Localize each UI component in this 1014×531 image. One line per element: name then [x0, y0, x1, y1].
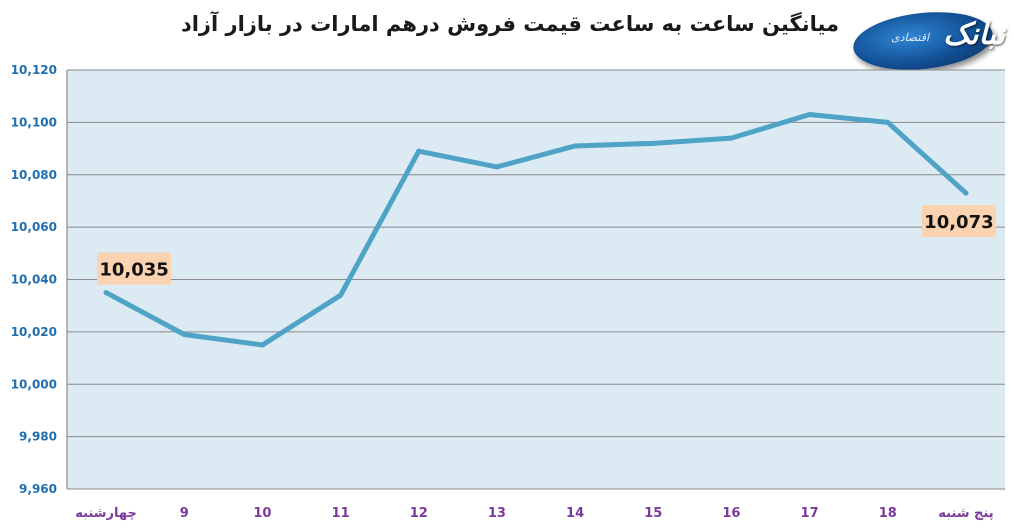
x-tick-label: 17: [801, 506, 819, 521]
data-label: 10,035: [99, 260, 168, 281]
x-tick-label: 13: [488, 506, 506, 521]
data-point: [338, 292, 344, 298]
data-point: [963, 190, 969, 196]
x-tick-label: 18: [879, 506, 897, 521]
x-tick-label: 10: [253, 506, 271, 521]
x-tick-label: 11: [332, 506, 350, 521]
data-point: [728, 135, 734, 141]
data-point: [416, 148, 422, 154]
y-tick-label: 9,960: [19, 482, 57, 496]
x-tick-label: 15: [644, 506, 662, 521]
logo-subtitle: اقتصادی: [891, 31, 930, 44]
data-label-box: [921, 205, 996, 238]
y-tick-label: 10,020: [11, 325, 57, 339]
site-logo: نبانک اقتصادی: [850, 5, 1005, 77]
y-tick-label: 10,060: [11, 220, 57, 234]
data-point: [494, 164, 500, 170]
series-line: [103, 112, 969, 348]
data-point: [807, 112, 813, 118]
x-tick-label: 12: [410, 506, 428, 521]
chart-title: میانگین ساعت به ساعت قیمت فروش درهم امار…: [180, 12, 840, 36]
x-tick-label: پنج شنبه: [938, 506, 993, 521]
x-tick-label: 14: [566, 506, 584, 521]
y-tick-label: 10,100: [11, 115, 57, 129]
y-tick-label: 10,080: [11, 168, 57, 182]
data-label-box: [97, 252, 172, 285]
logo-text: نبانک: [943, 17, 1005, 52]
data-point: [103, 290, 109, 296]
x-tick-label: 9: [180, 506, 189, 521]
x-tick-label: چهارشنبه: [75, 506, 137, 521]
y-tick-label: 10,120: [11, 63, 57, 77]
data-point: [181, 331, 187, 337]
y-tick-label: 9,980: [19, 430, 57, 444]
data-label: 10,073: [924, 212, 993, 233]
data-point: [885, 119, 891, 125]
x-tick-label: 16: [722, 506, 740, 521]
y-tick-label: 10,000: [11, 377, 57, 391]
data-point: [259, 342, 265, 348]
data-point: [650, 140, 656, 146]
y-tick-label: 10,040: [11, 273, 57, 287]
data-point: [572, 143, 578, 149]
